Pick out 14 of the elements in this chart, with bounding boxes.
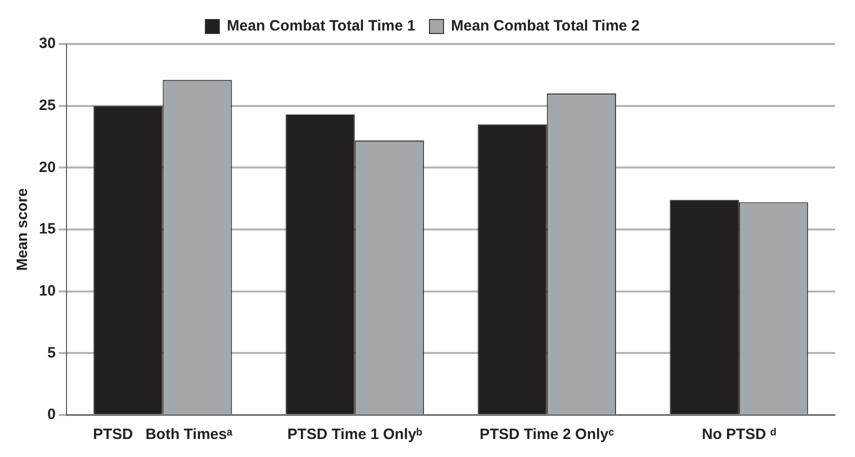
x-tick-label: No PTSD ᵈ [702,426,776,444]
y-tick-label: 10 [38,282,56,300]
y-tick-label: 15 [38,220,56,238]
y-tick-label: 30 [38,35,56,52]
x-tick-label: PTSD Both Timesᵃ [92,426,233,444]
y-axis-title: Mean score [14,188,32,271]
x-tick-label: PTSD Time 1 Onlyᵇ [287,426,422,444]
legend-label: Mean Combat Total Time 2 [451,18,640,35]
y-tick-label: 5 [47,344,56,362]
y-tick-label: 20 [38,158,56,176]
y-tick-label: 25 [38,96,56,114]
x-tick-label: PTSD Time 2 Onlyᶜ [480,426,614,444]
y-tick-label: 0 [47,406,56,424]
legend-label: Mean Combat Total Time 1 [226,18,416,35]
